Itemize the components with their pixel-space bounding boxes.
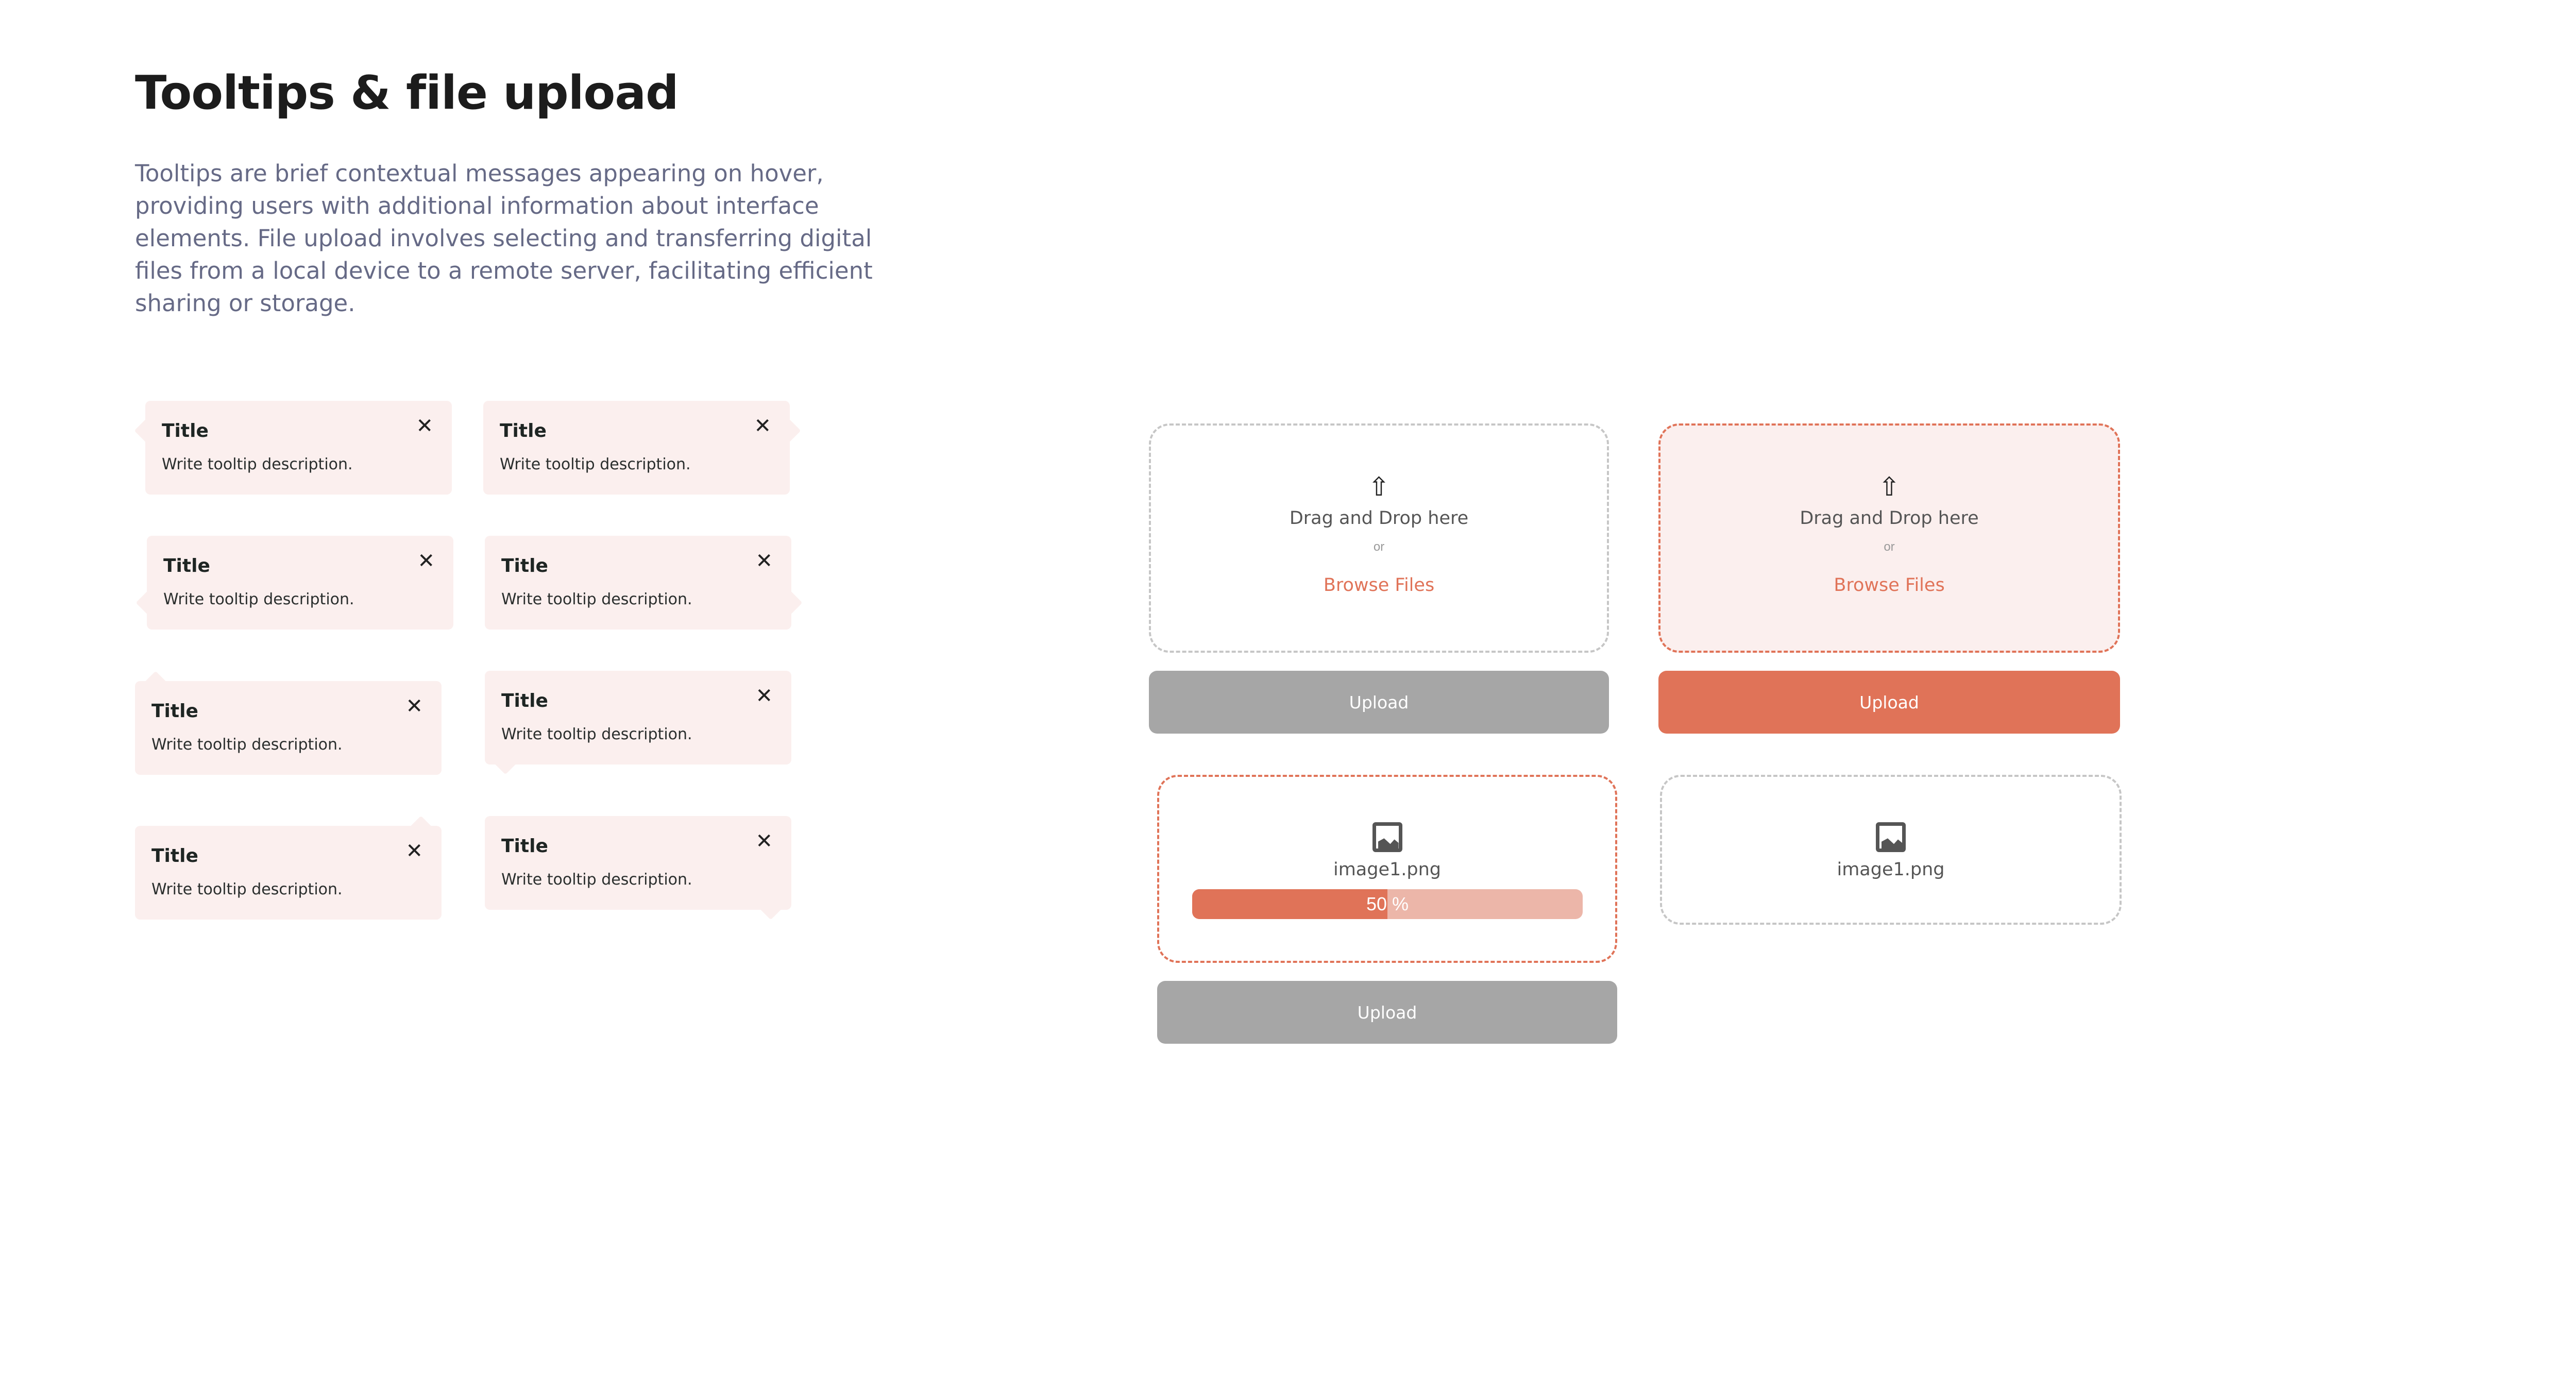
upload-button-disabled[interactable]: Upload [1157, 981, 1617, 1044]
tooltip-arrow-bottom-right: Title ✕ Write tooltip description. [485, 816, 791, 920]
page-title: Tooltips & file upload [135, 66, 679, 120]
close-icon[interactable]: ✕ [755, 685, 773, 707]
tooltip-title: Title [500, 420, 547, 442]
or-text: or [1373, 540, 1385, 554]
tooltip-title: Title [501, 690, 548, 711]
browse-files-link[interactable]: Browse Files [1834, 575, 1945, 596]
image-file-icon [1876, 822, 1906, 852]
dropzone-uploading[interactable]: image1.png 50 % [1157, 775, 1617, 963]
tooltip-arrow [134, 417, 161, 444]
tooltip-title: Title [151, 701, 198, 722]
tooltip-arrow [142, 671, 169, 698]
or-text: or [1884, 540, 1895, 554]
close-icon[interactable]: ✕ [405, 695, 423, 718]
close-icon[interactable]: ✕ [755, 550, 773, 572]
tooltip-description: Write tooltip description. [501, 590, 692, 608]
close-icon[interactable]: ✕ [416, 415, 433, 437]
tooltip-arrow-left-top: Title ✕ Write tooltip description. [134, 401, 452, 495]
tooltip-arrow-right-bottom: Title ✕ Write tooltip description. [485, 536, 803, 630]
tooltip-arrow [776, 589, 803, 616]
tooltip-description: Write tooltip description. [151, 736, 343, 754]
tooltip-title: Title [162, 420, 209, 442]
tooltip-description: Write tooltip description. [162, 455, 353, 473]
tooltip-arrow [757, 893, 784, 920]
tooltip-arrow [135, 589, 162, 616]
tooltip-arrow-right-top: Title ✕ Write tooltip description. [483, 401, 801, 495]
tooltip-arrow-bottom-left: Title ✕ Write tooltip description. [485, 671, 791, 775]
tooltip-arrow-top-right: Title ✕ Write tooltip description. [135, 816, 442, 920]
tooltip-title: Title [501, 836, 548, 857]
tooltip-title: Title [151, 845, 198, 867]
page-description: Tooltips are brief contextual messages a… [135, 160, 873, 317]
tooltip-title: Title [501, 555, 548, 576]
upload-icon: ⇧ [1878, 472, 1900, 501]
tooltip-arrow [492, 748, 519, 775]
tooltip-description: Write tooltip description. [500, 455, 691, 473]
close-icon[interactable]: ✕ [405, 840, 423, 862]
upload-button-disabled[interactable]: Upload [1149, 671, 1609, 734]
tooltip-arrow-top-left: Title ✕ Write tooltip description. [135, 671, 442, 775]
image-file-icon [1372, 822, 1402, 852]
tooltip-description: Write tooltip description. [501, 871, 692, 889]
browse-files-link[interactable]: Browse Files [1323, 575, 1435, 596]
tooltip-arrow-left-bottom: Title ✕ Write tooltip description. [135, 536, 453, 630]
close-icon[interactable]: ✕ [755, 830, 773, 853]
progress-fill [1192, 889, 1387, 919]
tooltip-arrow [774, 417, 801, 444]
dropzone-default[interactable]: ⇧ Drag and Drop here or Browse Files [1149, 423, 1609, 653]
tooltip-title: Title [163, 555, 210, 576]
file-name: image1.png [1333, 859, 1442, 880]
tooltip-description: Write tooltip description. [501, 725, 692, 743]
tooltip-arrow [408, 816, 434, 842]
tooltip-description: Write tooltip description. [151, 880, 343, 898]
upload-button-active[interactable]: Upload [1658, 671, 2120, 734]
dropzone-file-selected[interactable]: image1.png [1660, 775, 2122, 925]
close-icon[interactable]: ✕ [417, 550, 435, 572]
upload-icon: ⇧ [1368, 472, 1390, 501]
tooltip-description: Write tooltip description. [163, 590, 354, 608]
dropzone-active[interactable]: ⇧ Drag and Drop here or Browse Files [1658, 423, 2120, 653]
progress-label: 50 % [1366, 893, 1409, 914]
drag-drop-text: Drag and Drop here [1800, 508, 1979, 529]
file-name: image1.png [1837, 859, 1945, 880]
close-icon[interactable]: ✕ [754, 415, 771, 437]
progress-bar: 50 % [1192, 889, 1583, 919]
drag-drop-text: Drag and Drop here [1289, 508, 1469, 529]
